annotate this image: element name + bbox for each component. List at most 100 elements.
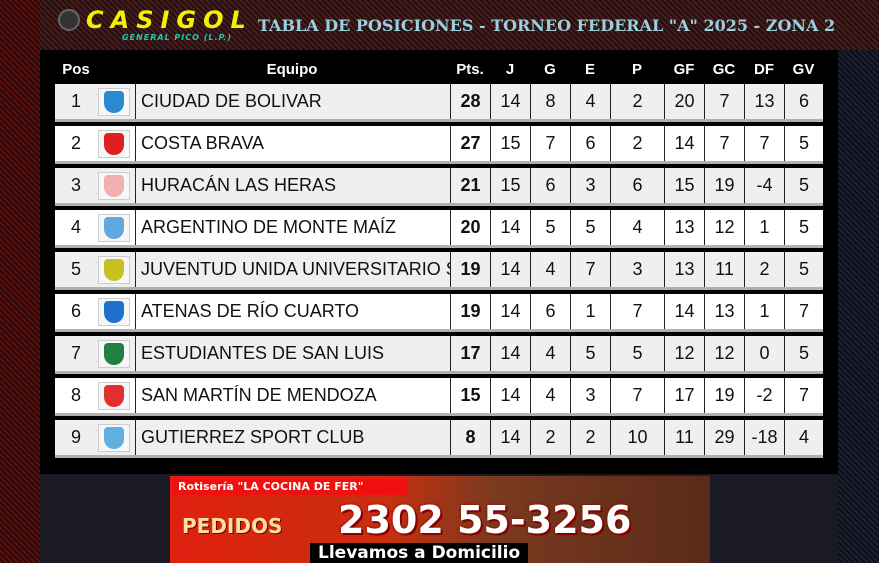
cell-team: ATENAS DE RÍO CUARTO [135, 294, 450, 329]
cell-gc: 12 [704, 210, 744, 245]
left-background [0, 0, 40, 563]
cell-j: 14 [490, 294, 530, 329]
team-crest-icon [98, 256, 130, 284]
cell-gf: 13 [664, 210, 704, 245]
cell-gv: 6 [784, 84, 823, 119]
table-row[interactable]: 8 SAN MARTÍN DE MENDOZA 15 14 4 3 7 17 19 -2 7 [55, 378, 823, 416]
cell-j: 15 [490, 168, 530, 203]
cell-e: 4 [570, 84, 610, 119]
cell-gv: 5 [784, 168, 823, 203]
column-header-equipo: Equipo [266, 61, 318, 78]
cell-j: 14 [490, 84, 530, 119]
cell-team: ARGENTINO DE MONTE MAÍZ [135, 210, 450, 245]
cell-e: 3 [570, 168, 610, 203]
brand-name: CASIGOL [86, 6, 253, 34]
column-header-p: P [631, 61, 642, 78]
cell-e: 5 [570, 336, 610, 371]
cell-df: 2 [744, 252, 784, 287]
cell-p: 7 [610, 378, 664, 413]
brand-subtitle: GENERAL PICO (L.P.) [122, 33, 233, 42]
cell-pos: 2 [70, 133, 81, 153]
cell-pts: 8 [450, 420, 490, 455]
cell-gv: 7 [784, 294, 823, 329]
table-row[interactable]: 7 ESTUDIANTES DE SAN LUIS 17 14 4 5 5 12 12 0 5 [55, 336, 823, 374]
cell-gf: 15 [664, 168, 704, 203]
column-header-g: G [544, 61, 556, 78]
cell-df: -4 [744, 168, 784, 203]
cell-team: HURACÁN LAS HERAS [135, 168, 450, 203]
cell-g: 7 [530, 126, 570, 161]
cell-gv: 4 [784, 420, 823, 455]
column-header-gc: GC [712, 61, 736, 78]
cell-gc: 19 [704, 378, 744, 413]
cell-pos: 3 [70, 175, 81, 195]
table-row[interactable]: 4 ARGENTINO DE MONTE MAÍZ 20 14 5 5 4 13 12 1 5 [55, 210, 823, 248]
cell-pts: 28 [450, 84, 490, 119]
cell-gc: 11 [704, 252, 744, 287]
cell-p: 6 [610, 168, 664, 203]
cell-gv: 5 [784, 336, 823, 371]
cell-pts: 21 [450, 168, 490, 203]
cell-gc: 12 [704, 336, 744, 371]
team-crest-icon [98, 172, 130, 200]
cell-p: 3 [610, 252, 664, 287]
cell-gf: 14 [664, 126, 704, 161]
cell-p: 5 [610, 336, 664, 371]
cell-g: 6 [530, 168, 570, 203]
cell-gf: 17 [664, 378, 704, 413]
cell-df: 13 [744, 84, 784, 119]
ad-orders-label: PEDIDOS [182, 514, 283, 538]
cell-gv: 5 [784, 210, 823, 245]
header-band [40, 0, 879, 50]
cell-team: CIUDAD DE BOLIVAR [135, 84, 450, 119]
table-row[interactable]: 2 COSTA BRAVA 27 15 7 6 2 14 7 7 5 [55, 126, 823, 164]
cell-p: 2 [610, 126, 664, 161]
cell-gc: 19 [704, 168, 744, 203]
cell-p: 7 [610, 294, 664, 329]
cell-gf: 11 [664, 420, 704, 455]
standings-table: Pos Equipo Pts. J G E P GF GC DF GV 1 CIUDAD DE BOLI… [40, 50, 838, 474]
cell-p: 10 [610, 420, 664, 455]
cell-j: 14 [490, 420, 530, 455]
cell-j: 15 [490, 126, 530, 161]
team-crest-icon [98, 340, 130, 368]
team-crest-icon [98, 88, 130, 116]
column-header-e: E [584, 61, 595, 78]
cell-g: 8 [530, 84, 570, 119]
cell-pts: 19 [450, 252, 490, 287]
cell-df: 1 [744, 294, 784, 329]
table-row[interactable]: 3 HURACÁN LAS HERAS 21 15 6 3 6 15 19 -4 5 [55, 168, 823, 206]
table-row[interactable]: 6 ATENAS DE RÍO CUARTO 19 14 6 1 7 14 13 1 7 [55, 294, 823, 332]
table-row[interactable]: 9 GUTIERREZ SPORT CLUB 8 14 2 2 10 11 29 -18 4 [55, 420, 823, 458]
cell-pts: 19 [450, 294, 490, 329]
cell-gv: 5 [784, 252, 823, 287]
cell-j: 14 [490, 336, 530, 371]
ad-business-name: Rotisería "LA COCINA DE FER" [172, 478, 407, 495]
cell-gf: 20 [664, 84, 704, 119]
casigol-logo: CASIGOL [58, 8, 253, 32]
column-header-pts: Pts. [456, 61, 484, 78]
cell-team: JUVENTUD UNIDA UNIVERSITARIO S. [135, 252, 450, 287]
cell-gc: 7 [704, 84, 744, 119]
cell-p: 2 [610, 84, 664, 119]
cell-df: 7 [744, 126, 784, 161]
cell-pts: 27 [450, 126, 490, 161]
cell-pos: 8 [70, 385, 81, 405]
cell-pos: 9 [70, 427, 81, 447]
cell-e: 6 [570, 126, 610, 161]
column-header-gf: GF [673, 61, 695, 78]
cell-g: 6 [530, 294, 570, 329]
cell-pts: 17 [450, 336, 490, 371]
cell-g: 4 [530, 252, 570, 287]
cell-gc: 13 [704, 294, 744, 329]
cell-df: -2 [744, 378, 784, 413]
cell-pts: 20 [450, 210, 490, 245]
advertisement-banner[interactable]: Rotisería "LA COCINA DE FER" PEDIDOS 230… [170, 476, 710, 563]
table-row[interactable]: 1 CIUDAD DE BOLIVAR 28 14 8 4 2 20 7 13 6 [55, 84, 823, 122]
cell-df: -18 [744, 420, 784, 455]
cell-pos: 4 [70, 217, 81, 237]
cell-pos: 5 [70, 259, 81, 279]
cell-gf: 12 [664, 336, 704, 371]
table-row[interactable]: 5 JUVENTUD UNIDA UNIVERSITARIO S. 19 14 4 7 3 1… [55, 252, 823, 290]
cell-pos: 6 [70, 301, 81, 321]
